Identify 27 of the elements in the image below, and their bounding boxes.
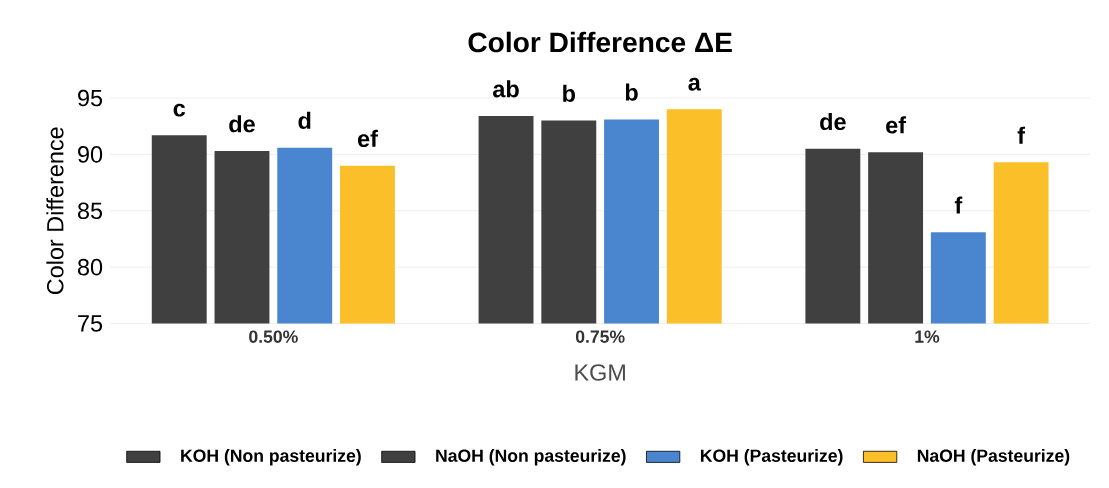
y-tick-label: 90 bbox=[78, 146, 103, 163]
data-label: d bbox=[298, 111, 311, 129]
legend-label: KOH (Pasteurize) bbox=[700, 448, 843, 466]
data-label: de bbox=[820, 112, 846, 130]
legend-label: KOH (Non pasteurize) bbox=[181, 448, 361, 466]
x-tick-label: 0.50% bbox=[249, 330, 298, 343]
chart-title: Color Difference ΔE bbox=[468, 31, 732, 53]
x-axis-title: KGM bbox=[575, 364, 625, 381]
y-tick-label: 85 bbox=[77, 202, 103, 219]
y-axis-title: Color Difference bbox=[46, 127, 64, 294]
y-tick-label: 75 bbox=[78, 315, 103, 332]
y-tick-label: 95 bbox=[78, 89, 103, 107]
x-tick-label: 1% bbox=[915, 330, 940, 343]
data-label: de bbox=[229, 115, 255, 133]
legend-label: NaOH (Non pasteurize) bbox=[436, 448, 626, 466]
x-tick-label: 0.75% bbox=[575, 330, 625, 343]
y-tick-label: 80 bbox=[77, 258, 103, 276]
legend-label: NaOH (Pasteurize) bbox=[917, 448, 1070, 466]
data-label: b bbox=[625, 83, 638, 101]
data-label: f bbox=[954, 196, 963, 214]
data-label: b bbox=[563, 84, 575, 102]
data-label: f bbox=[1017, 126, 1026, 144]
data-label: ef bbox=[357, 129, 378, 147]
data-label: ef bbox=[886, 116, 907, 134]
data-label: a bbox=[688, 77, 701, 91]
data-label: ab bbox=[493, 80, 519, 98]
data-label: c bbox=[173, 103, 186, 117]
